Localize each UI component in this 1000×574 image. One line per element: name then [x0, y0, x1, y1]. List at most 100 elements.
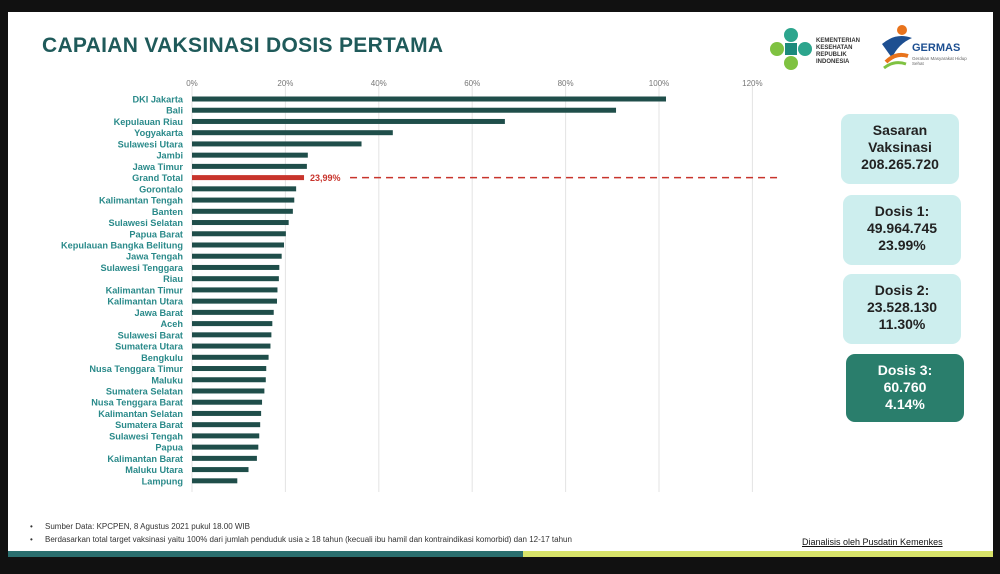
x-tick-label: 60%	[464, 79, 480, 88]
analyzed-by: Dianalisis oleh Pusdatin Kemenkes	[802, 537, 943, 547]
bar	[192, 410, 262, 416]
bottom-bar-yellow	[523, 551, 993, 557]
category-label: Lampung	[142, 476, 183, 486]
category-label: Sumatera Barat	[115, 420, 183, 430]
card-dosis1-label: Dosis 1:	[874, 203, 930, 219]
bar	[192, 130, 393, 136]
kemenkes-logo-text: KEMENTERIAN KESEHATAN REPUBLIK INDONESIA	[816, 38, 861, 65]
germas-logo-text: GERMAS	[912, 42, 961, 54]
card-dosis3-count: 60.760	[883, 379, 927, 395]
bar	[192, 287, 278, 293]
card-dosis-2: Dosis 2: 23.528.130 11.30%	[843, 274, 961, 344]
bar	[192, 399, 263, 405]
bar	[192, 276, 279, 282]
category-label: Banten	[152, 207, 184, 217]
bar	[192, 332, 272, 338]
x-tick-label: 80%	[558, 79, 574, 88]
category-label: Bengkulu	[141, 353, 183, 363]
bar	[192, 467, 249, 473]
card-dosis1-count: 49.964.745	[866, 220, 938, 236]
bar	[192, 197, 295, 203]
bar	[192, 433, 260, 439]
bar	[192, 163, 307, 169]
card-dosis1-percent: 23.99%	[878, 237, 926, 253]
x-tick-label: 40%	[371, 79, 387, 88]
category-label: Kepulauan Riau	[114, 117, 183, 127]
bar	[192, 220, 289, 226]
bar	[192, 107, 617, 113]
bar	[192, 366, 267, 372]
category-label: Kalimantan Selatan	[98, 409, 183, 419]
x-tick-label: 100%	[649, 79, 669, 88]
card-sasaran-line2: Vaksinasi	[868, 139, 932, 155]
card-dosis3-label: Dosis 3:	[877, 362, 933, 378]
x-tick-label: 120%	[742, 79, 762, 88]
category-label: Gorontalo	[139, 184, 183, 194]
category-label: Jawa Barat	[134, 308, 183, 318]
category-label: Sulawesi Tengah	[109, 431, 183, 441]
page-title: CAPAIAN VAKSINASI DOSIS PERTAMA	[42, 34, 444, 57]
bar	[192, 264, 280, 270]
bar	[192, 242, 284, 248]
category-label: DKI Jakarta	[132, 95, 183, 105]
category-label: Nusa Tenggara Timur	[89, 364, 183, 374]
card-dosis-1: Dosis 1: 49.964.745 23.99%	[843, 195, 961, 265]
bar	[192, 354, 269, 360]
bar	[192, 309, 274, 315]
category-label: Papua Barat	[129, 229, 183, 239]
category-label: Kalimantan Barat	[107, 454, 183, 464]
category-label: Nusa Tenggara Barat	[91, 398, 183, 408]
highlight-data-label: 23,99%	[310, 173, 341, 183]
footnote-source: • Sumber Data: KPCPEN, 8 Agustus 2021 puk…	[30, 522, 250, 531]
category-label: Grand Total	[132, 173, 183, 183]
bar	[192, 444, 259, 450]
germas-tagline: Gerakan Masyarakat Hidup Sehat	[912, 56, 967, 66]
card-sasaran-line1: Sasaran	[872, 122, 928, 138]
category-label: Maluku	[151, 375, 183, 385]
category-label: Papua	[155, 443, 183, 453]
category-label: Aceh	[161, 319, 184, 329]
card-dosis2-label: Dosis 2:	[874, 282, 930, 298]
category-label: Sulawesi Tenggara	[100, 263, 183, 273]
card-dosis3-percent: 4.14%	[885, 396, 925, 412]
bottom-bar-teal	[8, 551, 523, 557]
card-sasaran-value: 208.265.720	[861, 156, 939, 172]
kemenkes-logo: KEMENTERIAN KESEHATAN REPUBLIK INDONESIA	[768, 26, 883, 81]
card-dosis2-count: 23.528.130	[866, 299, 938, 315]
bar	[192, 186, 297, 192]
category-label: Sumatera Utara	[115, 342, 184, 352]
bar	[192, 298, 277, 304]
bar	[192, 478, 238, 484]
kemenkes-emblem-icon	[770, 28, 812, 70]
bar	[192, 141, 362, 147]
category-label: Jawa Timur	[133, 162, 184, 172]
x-tick-label: 0%	[186, 79, 198, 88]
germas-logo: GERMAS Gerakan Masyarakat Hidup Sehat	[878, 22, 978, 80]
card-dosis-3: Dosis 3: 60.760 4.14%	[846, 354, 964, 422]
category-label: Kalimantan Timur	[106, 285, 184, 295]
bar	[192, 343, 271, 349]
category-label: Kepulauan Bangka Belitung	[61, 240, 183, 250]
x-tick-label: 20%	[277, 79, 293, 88]
category-label: Yogyakarta	[134, 128, 184, 138]
category-label: Kalimantan Utara	[107, 297, 183, 307]
category-label: Sulawesi Utara	[118, 139, 184, 149]
category-label: Maluku Utara	[125, 465, 184, 475]
bar	[192, 208, 293, 214]
bar	[192, 231, 286, 237]
bar	[192, 152, 308, 158]
germas-figure-icon	[882, 25, 912, 70]
category-label: Bali	[166, 106, 183, 116]
category-label: Jambi	[156, 151, 183, 161]
bar	[192, 96, 667, 102]
slide: CAPAIAN VAKSINASI DOSIS PERTAMA KEMENTER…	[8, 12, 993, 557]
bar-chart: 0% 20% 40% 60% 80% 100% 120%DKI JakartaBaliKep…	[61, 79, 779, 493]
bar	[192, 118, 505, 124]
category-label: Kalimantan Tengah	[99, 196, 183, 206]
bar-highlight	[192, 175, 305, 181]
bar	[192, 422, 261, 428]
category-label: Sumatera Selatan	[106, 386, 183, 396]
category-label: Riau	[163, 274, 183, 284]
category-label: Sulawesi Barat	[118, 330, 183, 340]
card-sasaran-vaksinasi: Sasaran Vaksinasi 208.265.720	[841, 114, 959, 184]
